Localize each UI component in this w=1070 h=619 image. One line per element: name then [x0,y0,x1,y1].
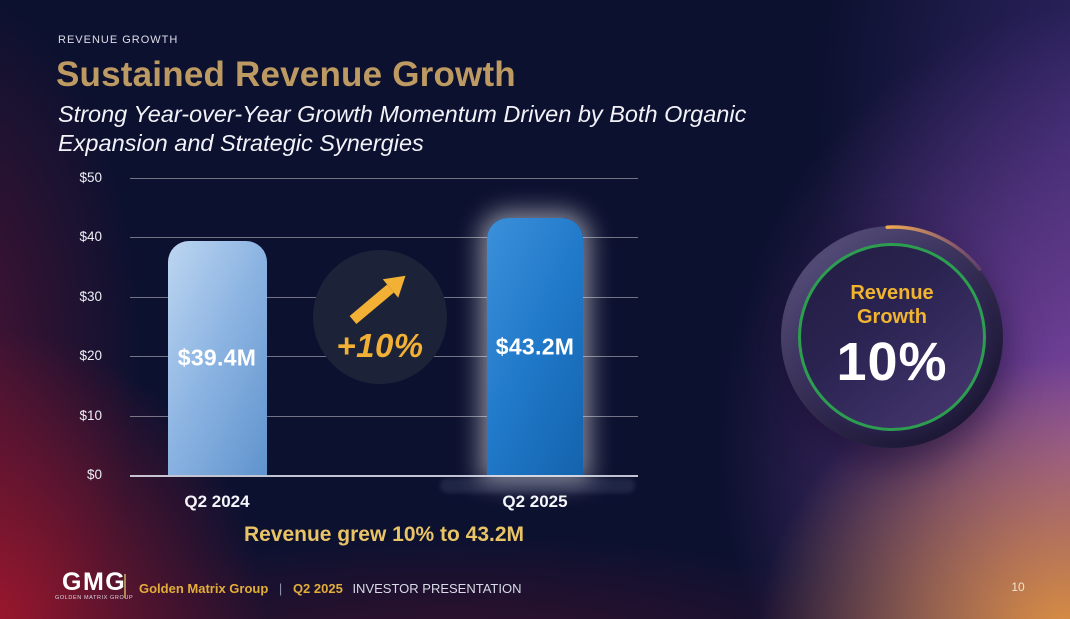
gridline [130,415,638,417]
badge-label-line-1: Revenue [850,282,934,304]
x-axis-baseline [130,475,638,477]
slide-eyebrow: REVENUE GROWTH [58,34,179,46]
badge-label: Revenue Growth [850,281,933,329]
badge-value: 10% [836,332,948,392]
footer-period: Q2 2025 [292,581,343,596]
gmg-logo-text: GMG [62,568,127,596]
slide-subtitle: Strong Year-over-Year Growth Momentum Dr… [58,100,746,157]
y-axis-tick-label: $50 [79,170,102,185]
footer-company: Golden Matrix Group [139,581,269,596]
x-axis-category-label: Q2 2024 [184,492,250,511]
bar-value-label: $43.2M [495,333,575,360]
page-number: 10 [1011,580,1025,594]
y-axis-tick-label: $10 [79,407,102,423]
subtitle-line-2: Expansion and Strategic Synergies [58,129,424,156]
footer-divider [124,574,126,598]
y-axis-tick-label: $30 [79,288,102,304]
gmg-logo-subtext: GOLDEN MATRIX GROUP [55,595,134,601]
footer-text: Golden Matrix Group | Q2 2025 INVESTOR P… [139,581,521,596]
gmg-logo: GMG GOLDEN MATRIX GROUP [55,568,134,602]
footer-presentation-label: INVESTOR PRESENTATION [352,581,522,596]
gridline [130,178,638,179]
bar-q2-2024: $39.4M [167,240,267,475]
subtitle-line-1: Strong Year-over-Year Growth Momentum Dr… [58,101,747,127]
growth-delta-label: +10% [336,327,424,364]
chart-caption: Revenue grew 10% to 43.2M [243,523,525,546]
footer-separator: | [278,581,283,596]
growth-callout-circle: +10% [313,250,447,384]
gridline [130,237,638,239]
y-axis-tick-label: $0 [86,467,102,482]
bar-q2-2025: $43.2M [487,218,583,475]
growth-arrow-icon [349,275,406,325]
badge-label-line-2: Growth [857,306,927,328]
bar-shadow-platform [440,478,635,493]
y-axis-tick-label: $20 [79,348,102,364]
page-title: Sustained Revenue Growth [56,55,516,94]
y-axis-tick-label: $40 [79,229,102,245]
x-axis-category-label: Q2 2025 [502,492,568,511]
bar-value-label: $39.4M [177,344,257,371]
revenue-growth-badge: Revenue Growth 10% [798,243,986,431]
